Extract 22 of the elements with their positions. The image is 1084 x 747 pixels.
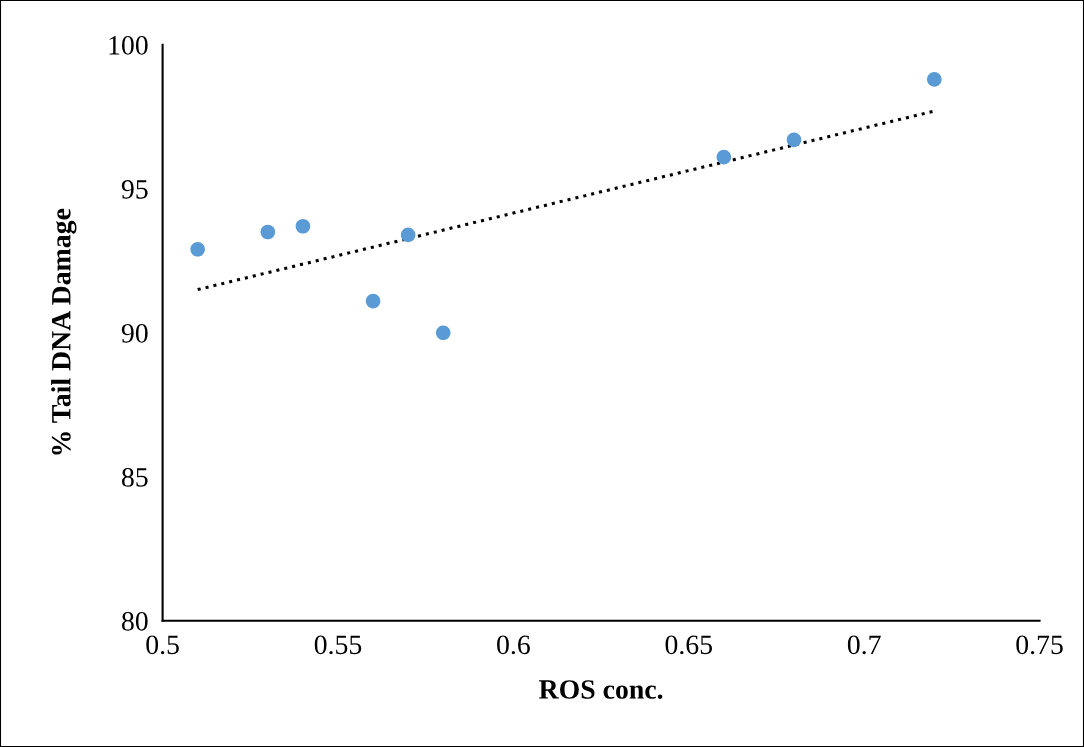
point: [716, 149, 732, 165]
x-tick-label: 0.7: [847, 635, 881, 655]
x-tick-label: 0.75: [1016, 635, 1063, 655]
point: [786, 132, 802, 148]
y-tick-label: 100: [109, 35, 148, 55]
point: [927, 72, 942, 87]
x-tick-label: 0.5: [146, 635, 179, 655]
y-tick-label: 85: [121, 467, 148, 487]
x-axis-title: ROS conc.: [539, 680, 663, 699]
point: [260, 224, 276, 240]
point: [365, 293, 381, 309]
y-tick-label: 95: [121, 180, 148, 199]
point: [400, 227, 416, 243]
x-tick-label: 0.55: [314, 635, 362, 655]
y-axis-title: % Tail DNA Damage: [51, 208, 77, 455]
x-tick-label: 0.65: [665, 635, 712, 655]
point: [295, 218, 311, 234]
point: [435, 325, 451, 341]
y-tick-label: 80: [121, 611, 148, 631]
point: [190, 241, 205, 257]
x-tick-label: 0.6: [497, 635, 530, 655]
y-tick-label: 90: [121, 323, 148, 343]
